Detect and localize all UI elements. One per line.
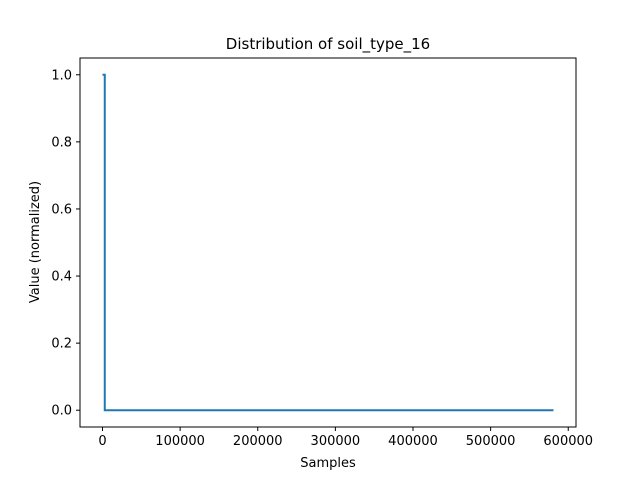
y-tick-label: 0.2 <box>51 337 72 352</box>
x-tick-label: 100000 <box>155 434 205 449</box>
x-tick-label: 400000 <box>388 434 438 449</box>
x-tick-label: 200000 <box>233 434 283 449</box>
y-tick-label: 0.0 <box>51 404 72 419</box>
x-tick-label: 600000 <box>543 434 593 449</box>
y-tick-label: 0.6 <box>51 202 72 217</box>
x-axis-label: Samples <box>300 456 356 471</box>
y-axis-ticks: 0.0 0.2 0.4 0.6 0.8 1.0 <box>51 68 80 418</box>
y-axis-label: Value (normalized) <box>28 181 43 303</box>
x-tick-label: 300000 <box>311 434 361 449</box>
y-tick-label: 0.8 <box>51 135 72 150</box>
y-tick-label: 1.0 <box>51 68 72 83</box>
chart-title: Distribution of soil_type_16 <box>226 35 430 54</box>
y-tick-label: 0.4 <box>51 270 72 285</box>
x-axis-ticks: 0 100000 200000 300000 400000 500000 600000 <box>98 427 593 449</box>
x-tick-label: 0 <box>98 434 106 449</box>
x-tick-label: 500000 <box>466 434 516 449</box>
plot-area <box>80 58 576 427</box>
